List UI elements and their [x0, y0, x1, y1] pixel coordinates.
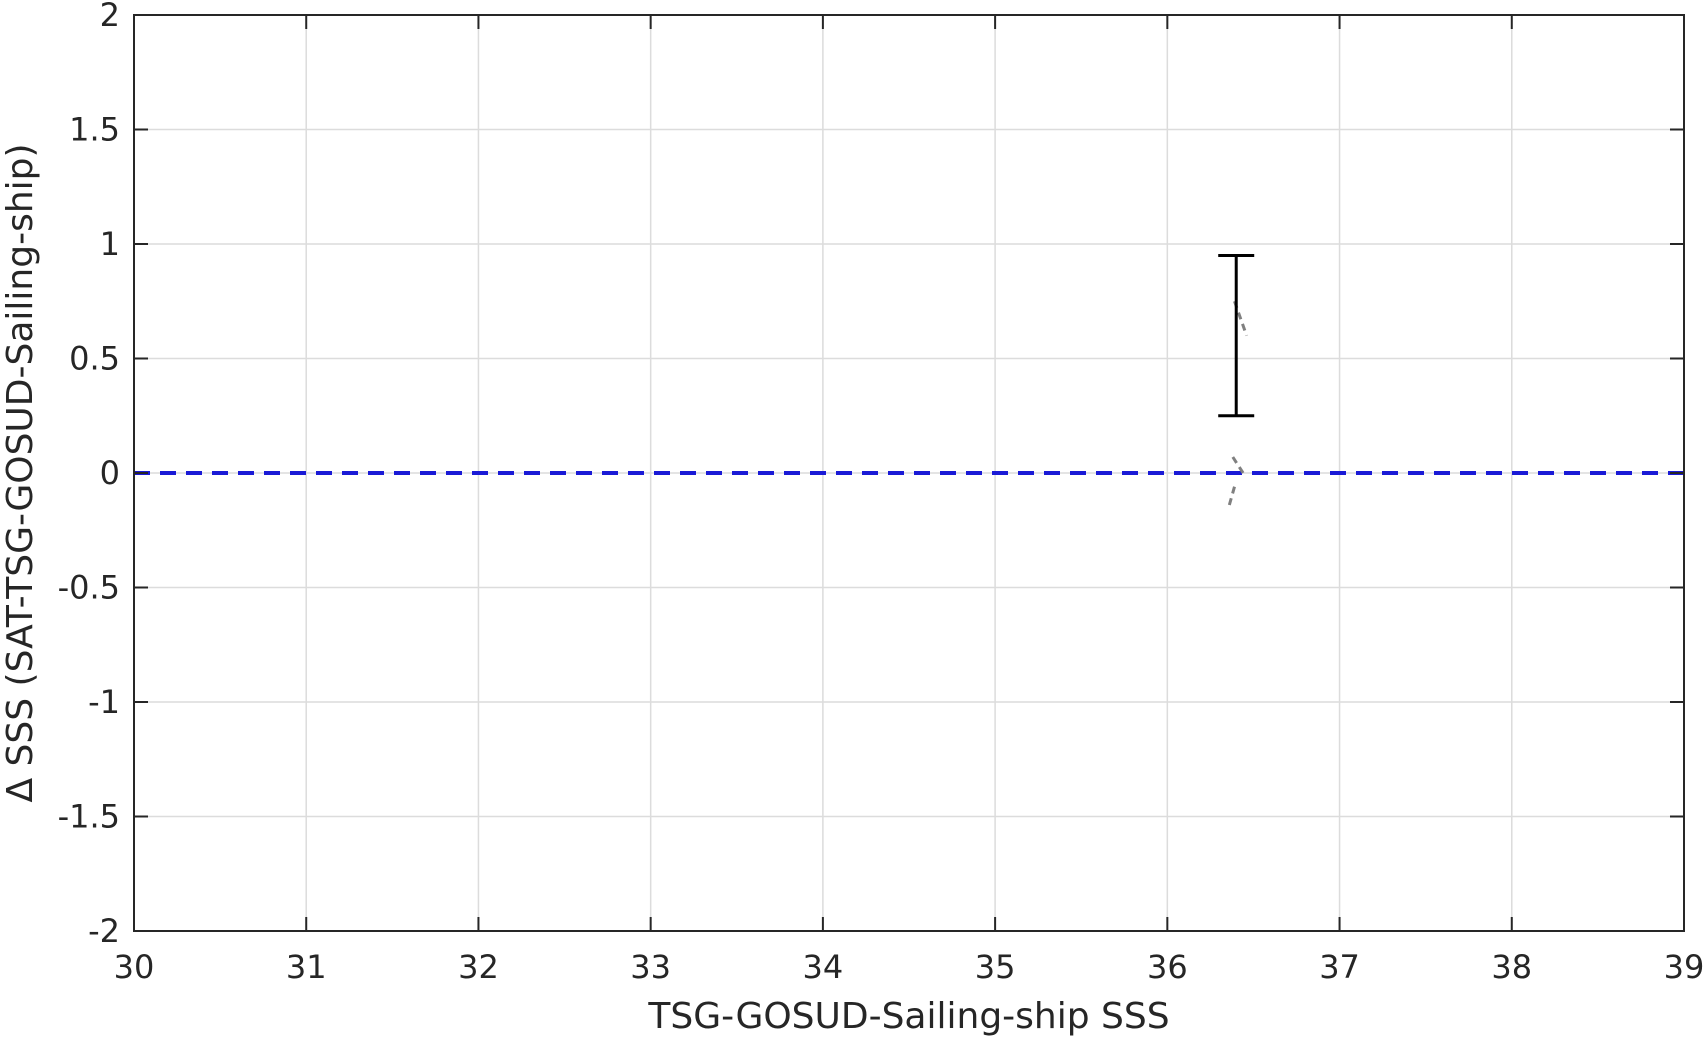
y-tick-label: 0.5	[69, 340, 120, 378]
y-tick-label: -2	[88, 912, 120, 950]
trace-segment	[1231, 456, 1245, 474]
x-tick-label: 37	[1319, 948, 1360, 986]
x-tick-label: 31	[286, 948, 327, 986]
y-tick-label: -1.5	[58, 798, 120, 836]
x-axis-label: TSG-GOSUD-Sailing-ship SSS	[647, 996, 1169, 1037]
grid	[134, 15, 1684, 931]
y-tick-label: 1.5	[69, 111, 120, 149]
x-tick-label: 35	[975, 948, 1016, 986]
error-bar-layer	[1218, 253, 1255, 418]
trace-segment	[1227, 486, 1236, 506]
y-tick-label: 1	[100, 225, 120, 263]
x-tick-label: 32	[458, 948, 499, 986]
y-tick-label: 2	[100, 0, 120, 34]
y-tick-label: -0.5	[58, 569, 120, 607]
x-tick-label: 39	[1664, 948, 1705, 986]
x-tick-label: 38	[1491, 948, 1532, 986]
x-tick-label: 36	[1147, 948, 1188, 986]
y-tick-label: 0	[100, 454, 120, 492]
x-tick-label: 33	[630, 948, 671, 986]
y-tick-label: -1	[88, 683, 120, 721]
y-axis-label: Δ SSS (SAT-TSG-GOSUD-Sailing-ship)	[0, 143, 41, 802]
x-tick-label: 30	[114, 948, 155, 986]
tick-layer: 30 31 32 33 34 35 36 37 38 39 -2 -1.5 -1 -0.5 0 0.5 1 1.5…	[58, 0, 1705, 986]
x-tick-label: 34	[803, 948, 844, 986]
